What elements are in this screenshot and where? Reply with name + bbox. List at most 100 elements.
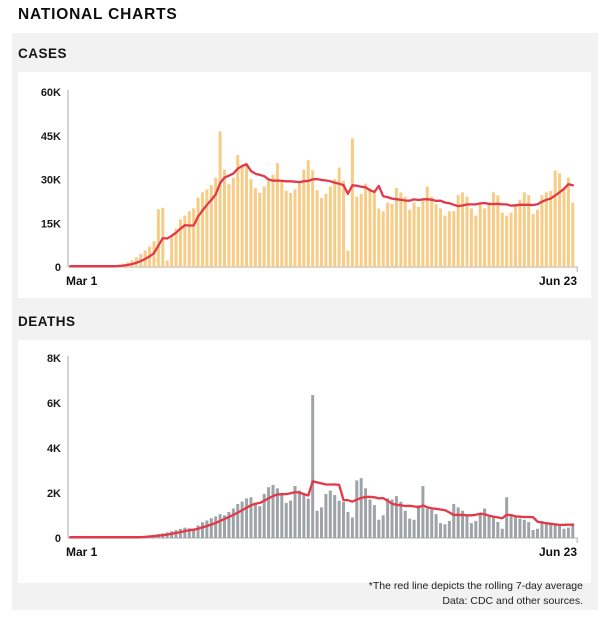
bar — [337, 167, 341, 267]
bar — [434, 514, 438, 538]
y-tick-label: 6K — [47, 398, 61, 410]
bar — [359, 193, 363, 267]
bar — [544, 192, 548, 267]
bar — [571, 202, 575, 267]
bar — [214, 516, 218, 538]
bar — [183, 215, 187, 267]
bar — [478, 204, 482, 267]
bar — [381, 515, 385, 539]
bar — [165, 260, 169, 267]
bar — [170, 234, 174, 267]
bar — [381, 211, 385, 267]
bar — [527, 522, 531, 538]
bar — [491, 517, 495, 539]
bar — [425, 186, 429, 267]
bar — [403, 196, 407, 267]
y-tick-label: 4K — [47, 443, 61, 455]
y-tick-label: 60K — [41, 87, 61, 99]
bar — [487, 516, 491, 538]
bar — [421, 199, 425, 268]
y-tick-label: 45K — [41, 131, 61, 143]
bar — [536, 209, 540, 267]
bar — [342, 180, 346, 267]
bar — [333, 495, 337, 539]
bar — [571, 523, 575, 538]
bar — [350, 138, 354, 268]
bar — [355, 196, 359, 267]
bar — [434, 204, 438, 267]
bar — [192, 529, 196, 538]
bar — [262, 493, 266, 538]
bar — [231, 177, 235, 267]
bar — [496, 195, 500, 267]
bar — [245, 164, 249, 268]
rolling-average-line — [69, 163, 574, 268]
bar — [540, 520, 544, 538]
bar — [408, 518, 412, 538]
y-tick-label: 2K — [47, 488, 61, 500]
bar — [500, 212, 504, 267]
bar — [527, 195, 531, 267]
bar — [293, 189, 297, 267]
deaths-section-title: DEATHS — [18, 314, 76, 329]
bar — [364, 488, 368, 539]
bar — [297, 181, 301, 267]
bar — [478, 513, 482, 539]
bar — [223, 515, 226, 539]
bar — [280, 182, 284, 268]
bar — [302, 169, 306, 267]
bar — [271, 484, 275, 538]
bar — [178, 529, 182, 538]
bar — [372, 192, 376, 267]
deaths-chart: 0 2K 4K 6K 8K Mar 1 Jun 23 — [18, 340, 591, 583]
bar — [566, 527, 570, 538]
y-tick-label: 0 — [55, 262, 61, 274]
bar — [289, 192, 293, 267]
bar — [223, 169, 226, 267]
bar — [346, 511, 350, 538]
bar — [394, 496, 398, 538]
bar — [333, 179, 337, 267]
bar — [253, 504, 257, 539]
bar — [284, 190, 288, 268]
bar — [518, 199, 522, 268]
bar — [218, 514, 222, 538]
bar — [377, 519, 381, 539]
bar — [205, 189, 209, 267]
bar — [386, 202, 390, 267]
cases-chart-svg: 0 15K 30K 45K 60K Mar 1 Jun 23 — [41, 87, 579, 288]
bar — [227, 511, 231, 538]
bar — [531, 529, 535, 538]
footnote-rolling-average: *The red line depicts the rolling 7-day … — [368, 580, 583, 592]
bar — [231, 508, 235, 539]
bar — [469, 208, 473, 268]
bar — [518, 518, 522, 538]
bar — [249, 179, 253, 267]
bar — [386, 498, 390, 538]
bar — [483, 208, 487, 268]
bar — [311, 170, 315, 267]
y-tick-label: 30K — [41, 175, 61, 187]
bar — [280, 495, 284, 539]
bar — [522, 192, 526, 267]
bar — [346, 250, 350, 267]
x-end-label: Jun 23 — [539, 545, 577, 559]
bar — [320, 198, 323, 267]
bar — [368, 187, 372, 267]
daily-bars — [68, 131, 575, 268]
bar — [306, 498, 310, 539]
footnote-data-source: Data: CDC and other sources. — [442, 595, 583, 607]
bar — [196, 525, 200, 538]
rolling-average-line — [69, 480, 574, 539]
bar — [416, 505, 420, 538]
bar — [474, 215, 478, 267]
bar — [271, 174, 275, 267]
bar — [430, 196, 434, 267]
bar — [297, 490, 301, 538]
bar — [320, 507, 323, 538]
bar — [425, 508, 429, 539]
bar — [439, 523, 443, 538]
bar — [359, 478, 363, 538]
bar — [544, 522, 548, 538]
